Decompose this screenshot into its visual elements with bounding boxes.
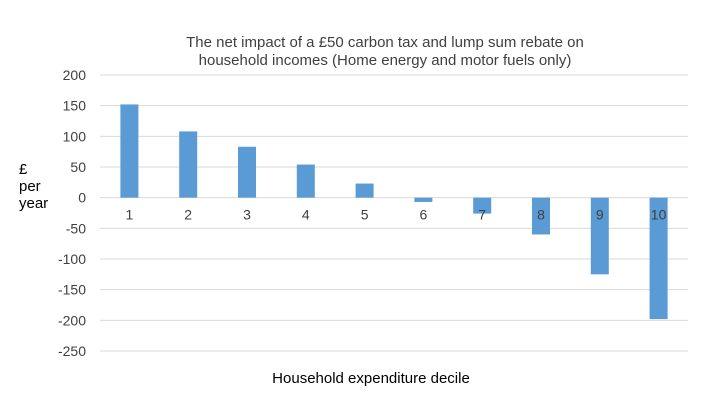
gridlines [100, 74, 688, 352]
x-category-label: 6 [420, 207, 428, 223]
y-axis-ticks: 200 150 100 50 0 -50 -100 -150 -200 -250 [58, 67, 86, 359]
x-category-label: 8 [537, 207, 545, 223]
bar-5 [355, 183, 374, 198]
x-category-label: 9 [596, 207, 604, 223]
bar-4 [296, 164, 315, 198]
chart-title-line-1: The net impact of a £50 carbon tax and l… [186, 34, 584, 51]
y-tick-label: -200 [58, 312, 86, 328]
y-tick-label: 200 [63, 67, 87, 83]
y-axis-title-line-1: £ [19, 161, 28, 178]
y-tick-label: -250 [58, 343, 86, 359]
y-tick-label: -150 [58, 282, 86, 298]
y-axis-title-line-3: year [19, 195, 48, 212]
chart-title: The net impact of a £50 carbon tax and l… [186, 34, 584, 69]
x-category-label: 2 [184, 207, 192, 223]
x-category-label: 5 [361, 207, 369, 223]
bar-9 [590, 197, 609, 275]
bar-1 [120, 104, 139, 198]
y-tick-label: 0 [78, 190, 86, 206]
y-tick-label: 50 [70, 159, 86, 175]
x-category-label: 10 [651, 207, 667, 223]
bar-8 [532, 197, 550, 235]
x-axis-title: Household expenditure decile [272, 370, 470, 387]
y-axis-title-line-2: per [19, 178, 41, 195]
x-category-label: 3 [243, 207, 251, 223]
bar-2 [179, 131, 198, 198]
x-category-label: 1 [126, 207, 134, 223]
x-category-label: 4 [302, 207, 310, 223]
y-tick-label: 100 [63, 128, 87, 144]
bar-10 [649, 197, 668, 320]
x-category-label: 7 [478, 207, 486, 223]
chart-title-line-2: household incomes (Home energy and motor… [199, 52, 572, 69]
bar-3 [238, 146, 256, 198]
y-tick-label: -50 [66, 220, 86, 236]
bar-7 [473, 197, 492, 214]
bar-6 [414, 197, 433, 202]
y-tick-label: -100 [58, 251, 86, 267]
y-tick-label: 150 [63, 98, 87, 114]
bars [120, 104, 668, 320]
x-category-labels: 1 2 3 4 5 6 7 8 9 10 [126, 207, 667, 223]
